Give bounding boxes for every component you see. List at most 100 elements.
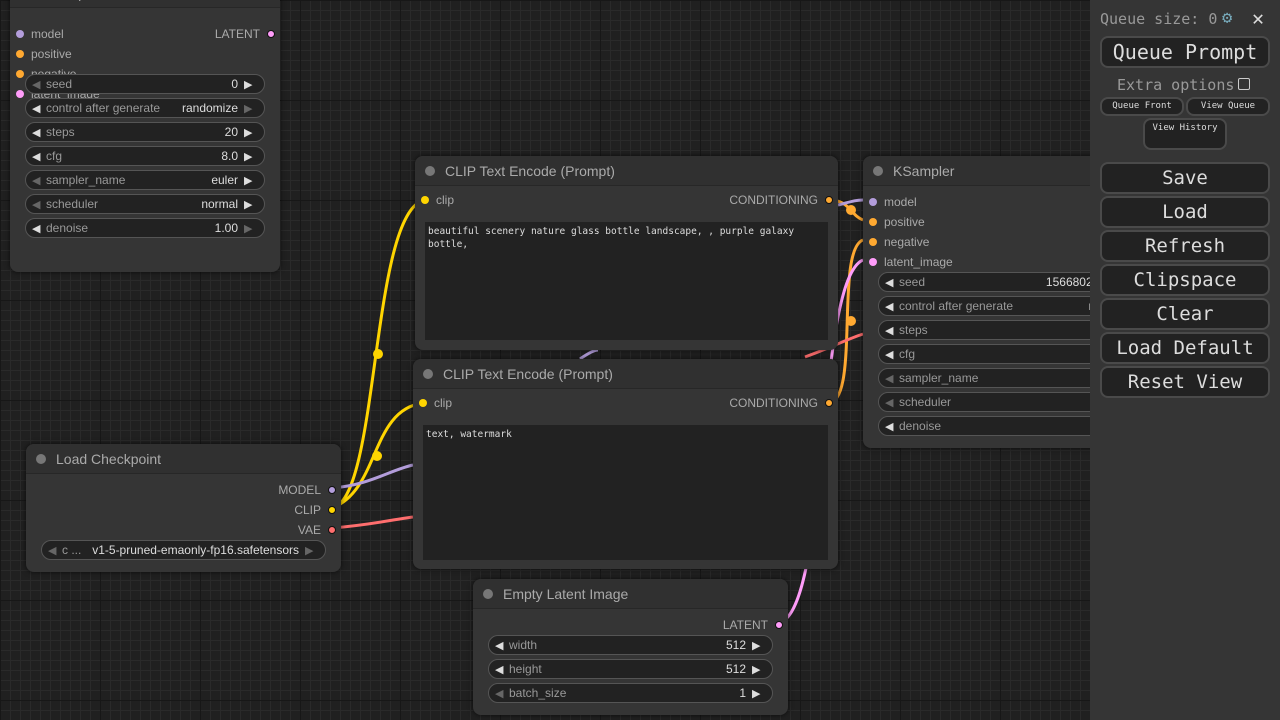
- arrow-right-icon[interactable]: ▶: [752, 663, 761, 676]
- output-slot-clip[interactable]: CLIP: [294, 500, 341, 520]
- output-slot-conditioning[interactable]: CONDITIONING: [729, 190, 838, 210]
- node-title[interactable]: Empty Latent Image: [473, 579, 788, 609]
- queue-prompt-button[interactable]: Queue Prompt: [1100, 36, 1270, 68]
- output-slot-model[interactable]: MODEL: [278, 480, 341, 500]
- input-slot-model[interactable]: model: [863, 192, 917, 212]
- slot-dot-icon[interactable]: [16, 50, 24, 58]
- arrow-left-icon[interactable]: ◀: [885, 300, 894, 313]
- input-slot-latent_image[interactable]: latent_image: [863, 252, 953, 272]
- input-slot-model[interactable]: model: [10, 24, 64, 44]
- widget-scheduler[interactable]: ◀ scheduler normal ▶: [25, 194, 265, 214]
- arrow-left-icon[interactable]: ◀: [32, 222, 41, 235]
- slot-dot-icon[interactable]: [825, 196, 833, 204]
- prompt-textarea[interactable]: text, watermark: [423, 425, 828, 560]
- node-title[interactable]: KSampler: [863, 156, 1090, 186]
- slot-dot-icon[interactable]: [869, 238, 877, 246]
- widget-control-after-generate[interactable]: ◀ control after generate randomize ▶: [25, 98, 265, 118]
- arrow-left-icon[interactable]: ◀: [32, 198, 41, 211]
- arrow-left-icon[interactable]: ◀: [495, 687, 504, 700]
- input-slot-clip[interactable]: clip: [413, 393, 452, 413]
- widget-denoise[interactable]: ◀ denoise 1.00 ▶: [25, 218, 265, 238]
- arrow-left-icon[interactable]: ◀: [885, 420, 894, 433]
- refresh-button[interactable]: Refresh: [1100, 230, 1270, 262]
- close-icon[interactable]: ✕: [1252, 6, 1265, 30]
- widget-batch_size[interactable]: ◀ batch_size 1 ▶: [488, 683, 773, 703]
- prompt-textarea[interactable]: beautiful scenery nature glass bottle la…: [425, 222, 828, 340]
- arrow-right-icon[interactable]: ▶: [244, 198, 253, 211]
- arrow-left-icon[interactable]: ◀: [32, 78, 41, 91]
- slot-dot-icon[interactable]: [419, 399, 427, 407]
- widget-denoise[interactable]: ◀denoise▶: [878, 416, 1090, 436]
- load-default-button[interactable]: Load Default: [1100, 332, 1270, 364]
- extra-options-checkbox[interactable]: [1238, 78, 1250, 90]
- widget-seed[interactable]: ◀seed156680208▶: [878, 272, 1090, 292]
- node-latent[interactable]: Empty Latent Image LATENT ◀ width 512 ▶ ◀ heigh…: [473, 579, 788, 715]
- slot-dot-icon[interactable]: [825, 399, 833, 407]
- arrow-left-icon[interactable]: ◀: [495, 639, 504, 652]
- input-slot-positive[interactable]: positive: [863, 212, 925, 232]
- arrow-left-icon[interactable]: ◀: [885, 276, 894, 289]
- node-title[interactable]: CLIP Text Encode (Prompt): [413, 359, 838, 389]
- input-slot-positive[interactable]: positive: [10, 44, 72, 64]
- arrow-right-icon[interactable]: ▶: [244, 102, 253, 115]
- arrow-left-icon[interactable]: ◀: [885, 324, 894, 337]
- arrow-left-icon[interactable]: ◀: [32, 150, 41, 163]
- view-queue-button[interactable]: View Queue: [1186, 97, 1270, 116]
- graph-canvas[interactable]: KSampler model positive negative latent_imag…: [0, 0, 1090, 720]
- slot-dot-icon[interactable]: [267, 30, 275, 38]
- widget-scheduler[interactable]: ◀scheduler▶: [878, 392, 1090, 412]
- arrow-right-icon[interactable]: ▶: [305, 544, 314, 557]
- slot-dot-icon[interactable]: [328, 526, 336, 534]
- output-slot-conditioning[interactable]: CONDITIONING: [729, 393, 838, 413]
- widget-sampler_name[interactable]: ◀ sampler_name euler ▶: [25, 170, 265, 190]
- arrow-right-icon[interactable]: ▶: [752, 639, 761, 652]
- widget-cfg[interactable]: ◀cfg▶: [878, 344, 1090, 364]
- collapse-dot-icon[interactable]: [36, 453, 46, 464]
- widget-c-[interactable]: ◀ c ... v1-5-pruned-emaonly-fp16.safetenso…: [41, 540, 326, 560]
- arrow-left-icon[interactable]: ◀: [32, 102, 41, 115]
- widget-seed[interactable]: ◀ seed 0 ▶: [25, 74, 265, 94]
- node-title[interactable]: KSampler: [10, 0, 280, 8]
- node-title[interactable]: CLIP Text Encode (Prompt): [415, 156, 838, 186]
- widget-cfg[interactable]: ◀ cfg 8.0 ▶: [25, 146, 265, 166]
- slot-dot-icon[interactable]: [869, 258, 877, 266]
- node-ckpt[interactable]: Load Checkpoint MODEL CLIP VAE ◀ c ... v1-5-pr…: [26, 444, 341, 572]
- queue-front-button[interactable]: Queue Front: [1100, 97, 1184, 116]
- collapse-dot-icon[interactable]: [425, 165, 435, 176]
- node-clip2[interactable]: CLIP Text Encode (Prompt) clip CONDITIONIN…: [413, 359, 838, 569]
- slot-dot-icon[interactable]: [16, 70, 24, 78]
- widget-width[interactable]: ◀ width 512 ▶: [488, 635, 773, 655]
- gear-icon[interactable]: ⚙: [1222, 8, 1233, 28]
- arrow-left-icon[interactable]: ◀: [495, 663, 504, 676]
- node-title[interactable]: Load Checkpoint: [26, 444, 341, 474]
- widget-steps[interactable]: ◀steps▶: [878, 320, 1090, 340]
- collapse-dot-icon[interactable]: [873, 165, 883, 176]
- arrow-right-icon[interactable]: ▶: [244, 78, 253, 91]
- arrow-right-icon[interactable]: ▶: [244, 174, 253, 187]
- slot-dot-icon[interactable]: [869, 218, 877, 226]
- arrow-right-icon[interactable]: ▶: [244, 150, 253, 163]
- slot-dot-icon[interactable]: [328, 506, 336, 514]
- slot-dot-icon[interactable]: [16, 90, 24, 98]
- output-slot-vae[interactable]: VAE: [298, 520, 341, 540]
- widget-steps[interactable]: ◀ steps 20 ▶: [25, 122, 265, 142]
- slot-dot-icon[interactable]: [16, 30, 24, 38]
- collapse-dot-icon[interactable]: [483, 588, 493, 599]
- widget-height[interactable]: ◀ height 512 ▶: [488, 659, 773, 679]
- slot-dot-icon[interactable]: [869, 198, 877, 206]
- input-slot-clip[interactable]: clip: [415, 190, 454, 210]
- slot-dot-icon[interactable]: [328, 486, 336, 494]
- view-history-button[interactable]: View History: [1143, 118, 1227, 150]
- slot-dot-icon[interactable]: [421, 196, 429, 204]
- node-ks1[interactable]: KSamplermodelpositivenegativelatent_imag…: [10, 0, 280, 272]
- output-slot-latent[interactable]: LATENT: [723, 615, 788, 635]
- clear-button[interactable]: Clear: [1100, 298, 1270, 330]
- node-ks2[interactable]: KSampler model positive negative latent_imag…: [863, 156, 1090, 448]
- node-clip1[interactable]: CLIP Text Encode (Prompt) clip CONDITIONIN…: [415, 156, 838, 350]
- save-button[interactable]: Save: [1100, 162, 1270, 194]
- arrow-left-icon[interactable]: ◀: [48, 544, 57, 557]
- arrow-right-icon[interactable]: ▶: [752, 687, 761, 700]
- load-button[interactable]: Load: [1100, 196, 1270, 228]
- arrow-right-icon[interactable]: ▶: [244, 126, 253, 139]
